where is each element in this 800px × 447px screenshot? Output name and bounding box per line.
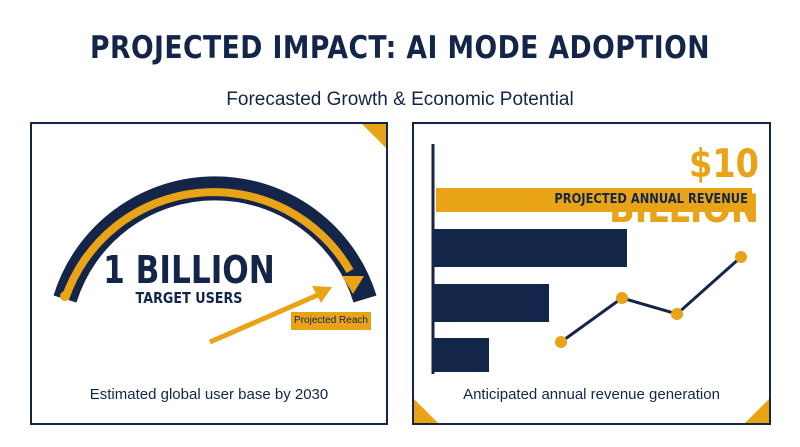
users-label: TARGET USERS [135,289,243,307]
bar-icon [433,338,489,372]
bar-icon [433,284,549,322]
users-panel: 1 BILLION TARGET USERS Projected Reach E… [30,122,388,425]
revenue-caption: Anticipated annual revenue generation [463,386,720,403]
trend-point [616,292,628,304]
projected-reach-tag: Projected Reach [291,312,371,330]
trend-point [671,308,683,320]
users-caption: Estimated global user base by 2030 [89,386,329,403]
arc-gauge-icon [53,176,377,345]
trend-point [735,251,747,263]
corner-accent [745,399,769,423]
corner-accent [362,124,386,148]
page-title: PROJECTED IMPACT: AI MODE ADOPTION [90,30,710,66]
trend-line-icon [560,255,742,344]
revenue-graphic [431,144,747,374]
revenue-panel: $10 BILLION PROJECTED ANNUAL REVENUE Ant… [412,122,771,425]
trend-point [555,336,567,348]
corner-accent [414,399,438,423]
arrow-shaft [209,291,321,345]
revenue-label-band: PROJECTED ANNUAL REVENUE [436,188,752,212]
users-value: 1 BILLION [103,248,275,292]
gauge-start-dot [60,291,70,301]
revenue-value: $10 BILLION [609,142,759,232]
gauge-progress-arc [61,188,354,301]
gauge-arrowhead [342,276,364,294]
arrow-icon [312,286,332,303]
bar-icon [433,229,627,267]
revenue-label: PROJECTED ANNUAL REVENUE [554,192,748,207]
page-subtitle: Forecasted Growth & Economic Potential [226,89,574,110]
